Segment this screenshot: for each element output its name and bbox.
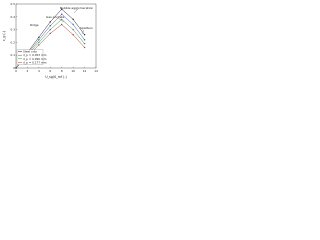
data-point <box>38 36 40 38</box>
annotation-arrow <box>81 29 85 35</box>
data-point <box>83 34 86 36</box>
chart: U_sg/U_mf (-) ε_g (-) Gas pockets Ridge … <box>2 2 98 79</box>
x-tick-label: 10 <box>71 69 75 73</box>
data-point <box>61 23 63 26</box>
legend-label: d_p = 0.090 mm <box>23 57 47 61</box>
annotation: Bubble agglomeration <box>60 6 93 10</box>
y-tick-label: 0.2 <box>11 40 16 44</box>
y-tick-label: 0.1 <box>11 53 16 57</box>
data-point <box>49 25 51 27</box>
data-point <box>38 41 40 44</box>
data-point <box>38 44 40 46</box>
data-point <box>72 28 74 31</box>
x-tick-label: 0 <box>15 69 17 73</box>
legend-label: d_p = 0.053 mm <box>23 53 47 57</box>
y-tick-label: 0.3 <box>11 28 16 32</box>
data-point <box>72 23 74 26</box>
x-tick-label: 6 <box>49 69 51 73</box>
x-tick-label: 14 <box>94 69 98 73</box>
data-point <box>38 39 40 41</box>
x-tick-label: 8 <box>61 69 63 73</box>
plot-frame <box>15 3 97 69</box>
x-tick-label: 12 <box>83 69 87 73</box>
y-axis-label: ε_g (-) <box>2 31 6 41</box>
data-point <box>83 46 86 49</box>
data-point <box>83 39 86 41</box>
y-tick-label: 0 <box>13 66 15 70</box>
data-point <box>72 34 74 36</box>
annotation: Ridge <box>30 23 39 27</box>
annotation: Gas pockets <box>46 15 65 19</box>
x-tick-label: 4 <box>38 69 40 73</box>
data-point <box>83 42 86 45</box>
x-tick-label: 2 <box>27 69 29 73</box>
annotation: Spatters <box>80 26 93 30</box>
data-point <box>61 18 63 21</box>
data-point <box>72 18 74 21</box>
data-point <box>15 67 17 69</box>
y-tick-label: 0.5 <box>11 2 16 6</box>
annotation-arrow <box>73 8 79 14</box>
data-point <box>49 21 51 23</box>
data-point <box>49 28 51 31</box>
legend-label: Steel only <box>23 50 37 54</box>
legend-box <box>16 49 44 65</box>
data-point <box>49 32 51 35</box>
x-axis-label: U_sg/U_mf (-) <box>45 75 67 79</box>
data-point <box>61 8 63 10</box>
data-point <box>61 13 63 15</box>
legend-label: d_p = 0.177 mm <box>23 60 47 64</box>
y-tick-label: 0.4 <box>11 15 16 19</box>
